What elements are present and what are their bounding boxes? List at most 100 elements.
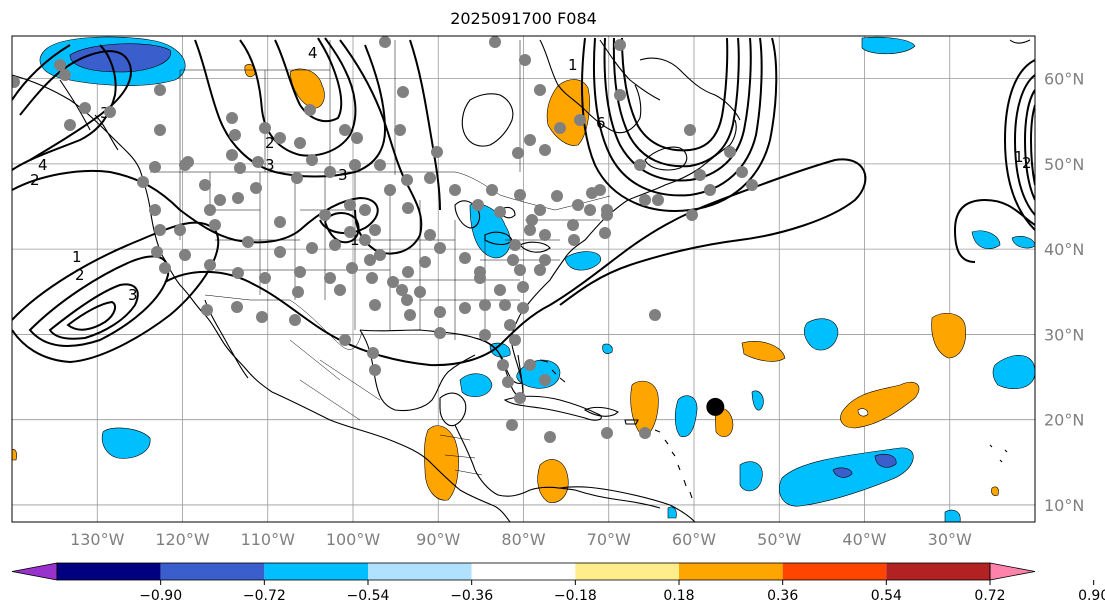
station-dot xyxy=(259,122,271,134)
contour-label: 3 xyxy=(338,166,348,184)
map-frame xyxy=(11,35,1036,523)
station-dot xyxy=(614,89,626,101)
station-dot xyxy=(306,242,318,254)
station-dot xyxy=(551,190,563,202)
station-dot xyxy=(514,392,526,404)
station-dot xyxy=(459,252,471,264)
station-dot xyxy=(346,262,358,274)
station-dot xyxy=(599,227,611,239)
station-dot xyxy=(199,179,211,191)
station-dot xyxy=(274,246,286,258)
colorbar-tick-label: 0.72 xyxy=(974,588,1005,604)
station-dot xyxy=(497,359,509,371)
colorbar-tick-label: 0.36 xyxy=(767,588,798,604)
colorbar-tick-label: −0.54 xyxy=(347,588,390,604)
colorbar-segment xyxy=(679,563,783,580)
station-dot xyxy=(274,132,286,144)
station-dot xyxy=(512,147,524,159)
station-dot xyxy=(652,194,664,206)
station-dot xyxy=(639,194,651,206)
station-dot xyxy=(401,174,413,186)
station-dot xyxy=(524,134,536,146)
map-title: 2025091700 F084 xyxy=(450,9,597,28)
station-dot xyxy=(154,84,166,96)
longitude-tick-label: 80°W xyxy=(501,530,545,549)
station-dot xyxy=(226,149,238,161)
station-dot xyxy=(344,226,356,238)
latitude-tick-label: 60°N xyxy=(1044,70,1084,89)
contour-labels: 4 3 4 2 3 2 3 1 1 2 1 3 6 1 2 xyxy=(30,44,1032,304)
station-dot xyxy=(402,202,414,214)
station-dot xyxy=(104,106,116,118)
station-dot xyxy=(419,256,431,268)
station-dot xyxy=(304,104,316,116)
latitude-tick-label: 40°N xyxy=(1044,240,1084,259)
coastlines xyxy=(12,39,1031,522)
station-dot xyxy=(291,172,303,184)
station-dot xyxy=(232,267,244,279)
contour-label: 1 xyxy=(350,231,360,249)
colorbar: −0.90 −0.72 −0.54 −0.36 −0.18 0.18 0.36 0.54 0.7… xyxy=(11,562,1105,604)
station-dot xyxy=(474,266,486,278)
station-dot xyxy=(339,124,351,136)
station-dot xyxy=(584,204,596,216)
station-dot xyxy=(374,159,386,171)
colorbar-segment xyxy=(57,563,161,580)
station-dot xyxy=(567,219,579,231)
colorbar-tick-label: −0.72 xyxy=(243,588,286,604)
station-dot xyxy=(79,102,91,114)
station-dot xyxy=(499,299,511,311)
colorbar-extend-low xyxy=(11,562,58,581)
station-dot xyxy=(232,192,244,204)
station-dot xyxy=(486,184,498,196)
station-dot xyxy=(339,334,351,346)
colorbar-outline xyxy=(56,562,991,581)
station-dot xyxy=(494,206,506,218)
station-dot xyxy=(151,246,163,258)
station-dot xyxy=(396,284,408,296)
station-dot xyxy=(159,262,171,274)
station-dot xyxy=(349,159,361,171)
station-dot xyxy=(259,272,271,284)
station-dot xyxy=(359,204,371,216)
station-dot xyxy=(639,427,651,439)
longitude-tick-label: 130°W xyxy=(70,530,125,549)
station-dot xyxy=(572,199,584,211)
longitude-tick-label: 60°W xyxy=(672,530,716,549)
station-dot xyxy=(367,347,379,359)
station-dot xyxy=(502,376,514,388)
colorbar-tick-label: −0.18 xyxy=(554,588,597,604)
station-dot xyxy=(539,144,551,156)
station-dot xyxy=(364,254,376,266)
station-dot xyxy=(344,199,356,211)
longitude-tick-label: 110°W xyxy=(241,530,296,549)
station-dot xyxy=(274,216,286,228)
station-dot xyxy=(12,76,20,88)
longitude-tick-label: 50°W xyxy=(757,530,801,549)
latitude-tick-label: 30°N xyxy=(1044,325,1084,344)
latitude-tick-label: 10°N xyxy=(1044,496,1084,515)
station-dot xyxy=(686,209,698,221)
station-dot xyxy=(424,172,436,184)
colorbar-segment xyxy=(160,563,265,580)
station-dot xyxy=(704,184,716,196)
station-dot xyxy=(684,124,696,136)
station-dot xyxy=(539,254,551,266)
station-dot xyxy=(149,161,161,173)
contour-label: 3 xyxy=(128,286,138,304)
station-dot xyxy=(524,224,536,236)
colorbar-tick-label: 0.54 xyxy=(871,588,902,604)
station-dot xyxy=(494,284,506,296)
station-dot xyxy=(252,156,264,168)
longitude-tick-label: 120°W xyxy=(155,530,210,549)
station-dot xyxy=(324,166,336,178)
station-dot xyxy=(384,184,396,196)
station-dot xyxy=(431,146,443,158)
longitude-tick-label: 40°W xyxy=(842,530,886,549)
station-dot xyxy=(507,254,519,266)
contour-label: 1 xyxy=(72,248,82,266)
station-dot xyxy=(434,327,446,339)
latitude-tick-labels: 10°N 20°N 30°N 40°N 50°N 60°N xyxy=(1044,70,1084,515)
colorbar-segment xyxy=(782,563,887,580)
station-dot xyxy=(154,124,166,136)
